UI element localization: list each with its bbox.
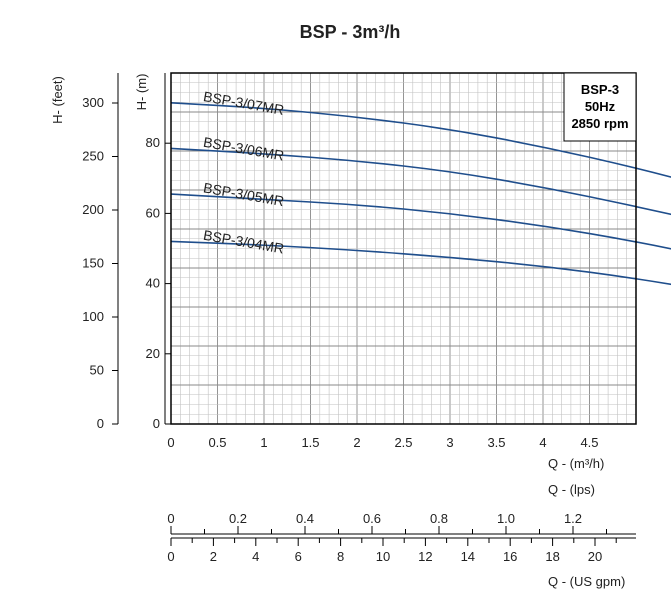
x-axis-label: Q - (m³/h) xyxy=(548,456,604,471)
lps-axis-label: Q - (lps) xyxy=(548,482,595,497)
tick-label-gpm: 20 xyxy=(588,549,602,564)
plot-frame xyxy=(170,72,637,425)
tick-label-lps: 1.0 xyxy=(497,511,515,526)
tick-label-x: 0.5 xyxy=(208,435,226,450)
axis-gpm: 0 2 4 6 8 10 12 14 16 18 20 xyxy=(167,537,636,564)
tick-label-feet: 200 xyxy=(82,202,104,217)
tick-label-gpm: 12 xyxy=(418,549,432,564)
tick-label-x: 1.5 xyxy=(301,435,319,450)
tick-label-m: 60 xyxy=(146,205,160,220)
y-left-axis-label: H- (feet) xyxy=(50,76,65,124)
axis-feet: 0 50 100 150 200 250 300 xyxy=(82,73,119,431)
tick-label-x: 1 xyxy=(260,435,267,450)
tick-label-feet: 50 xyxy=(90,363,104,378)
tick-label-x: 3 xyxy=(446,435,453,450)
gpm-axis-label: Q - (US gpm) xyxy=(548,574,625,589)
curve-label: BSP-3/04MR xyxy=(202,227,285,257)
curve-bsp-3-07mr xyxy=(170,102,671,178)
tick-label-feet: 100 xyxy=(82,309,104,324)
curves xyxy=(170,102,671,286)
tick-label-m: 80 xyxy=(146,135,160,150)
tick-label-x: 4.5 xyxy=(580,435,598,450)
tick-label-lps: 0.4 xyxy=(296,511,314,526)
tick-label-x: 0 xyxy=(167,435,174,450)
tick-label-x: 2 xyxy=(353,435,360,450)
tick-label-feet: 250 xyxy=(82,149,104,164)
tick-label-m: 40 xyxy=(146,276,160,291)
tick-label-lps: 0.6 xyxy=(363,511,381,526)
tick-label-feet: 300 xyxy=(82,95,104,110)
axis-m: 0 20 40 60 80 xyxy=(146,73,171,431)
axis-x: 0 0.5 1 1.5 2 2.5 3 3.5 4 4.5 xyxy=(167,435,598,450)
tick-label-lps: 1.2 xyxy=(564,511,582,526)
curve-label: BSP-3/05MR xyxy=(202,179,285,209)
curve-bsp-3-06mr xyxy=(170,147,671,216)
tick-label-gpm: 4 xyxy=(252,549,259,564)
info-box-frequency: 50Hz xyxy=(585,99,616,114)
tick-label-gpm: 6 xyxy=(295,549,302,564)
tick-label-feet: 0 xyxy=(97,416,104,431)
tick-label-x: 3.5 xyxy=(487,435,505,450)
info-box-rect xyxy=(563,72,637,142)
tick-label-lps: 0.8 xyxy=(430,511,448,526)
tick-label-gpm: 10 xyxy=(376,549,390,564)
curve-label: BSP-3/06MR xyxy=(202,134,285,164)
tick-label-x: 4 xyxy=(539,435,546,450)
tick-label-gpm: 8 xyxy=(337,549,344,564)
tick-label-m: 20 xyxy=(146,346,160,361)
tick-label-lps: 0.2 xyxy=(229,511,247,526)
tick-label-x: 2.5 xyxy=(394,435,412,450)
curve-bsp-3-04mr xyxy=(170,240,671,286)
tick-label-m: 0 xyxy=(153,416,160,431)
tick-label-gpm: 0 xyxy=(167,549,174,564)
chart-title: BSP - 3m³/h xyxy=(300,22,401,42)
tick-label-gpm: 18 xyxy=(545,549,559,564)
info-box-model: BSP-3 xyxy=(581,82,619,97)
axis-lps: 0 0.2 0.4 0.6 0.8 1.0 1.2 xyxy=(167,511,636,535)
tick-label-gpm: 2 xyxy=(210,549,217,564)
info-box: BSP-3 50Hz 2850 rpm xyxy=(563,72,637,142)
tick-label-gpm: 14 xyxy=(461,549,475,564)
tick-label-gpm: 16 xyxy=(503,549,517,564)
grid xyxy=(170,72,637,425)
y-right-axis-label: H- (m) xyxy=(134,74,149,111)
info-box-speed: 2850 rpm xyxy=(571,116,628,131)
tick-label-lps: 0 xyxy=(167,511,174,526)
tick-label-feet: 150 xyxy=(82,256,104,271)
curve-bsp-3-05mr xyxy=(170,193,671,250)
